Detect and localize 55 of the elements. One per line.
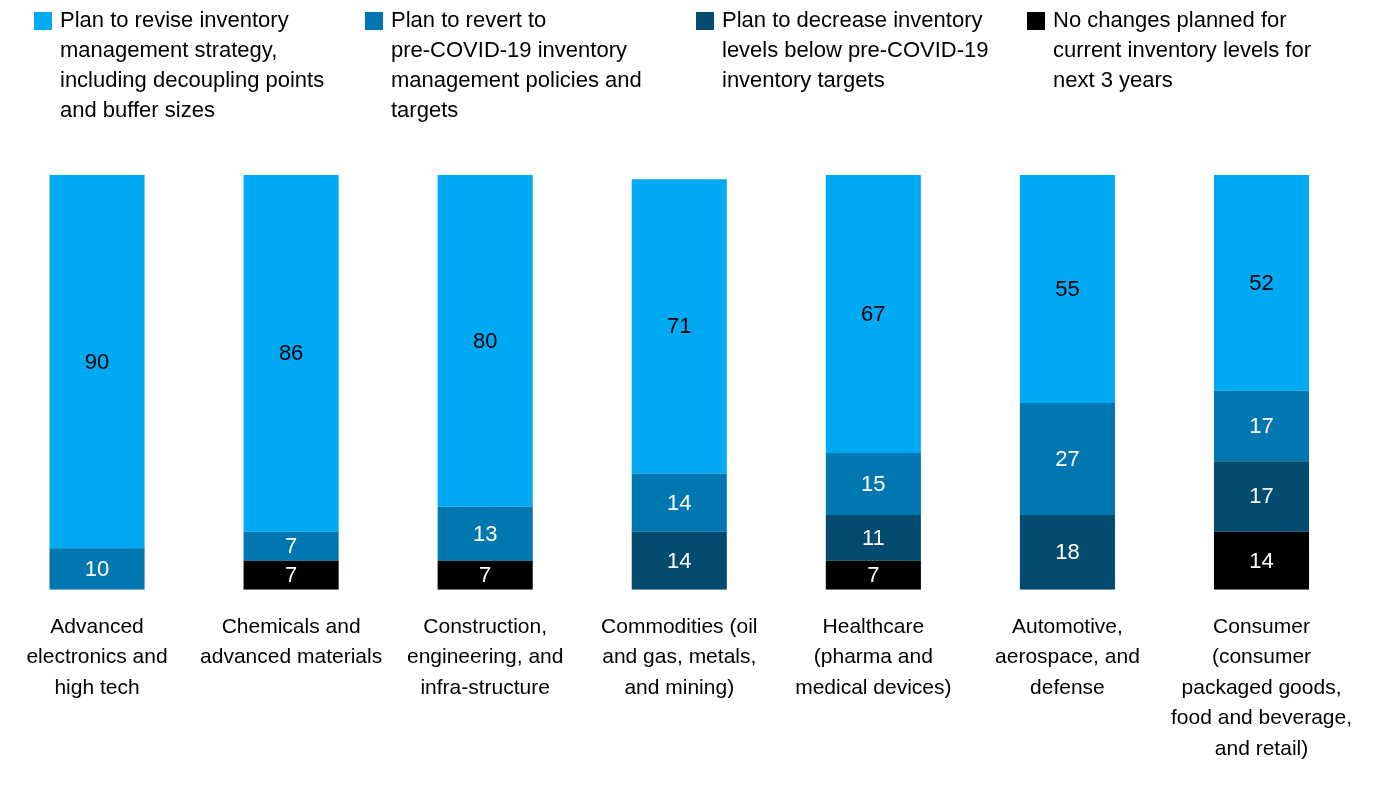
data-label: 67 <box>861 301 886 326</box>
data-label: 10 <box>84 556 110 582</box>
data-label: 7 <box>284 533 298 559</box>
data-label: 18 <box>1055 539 1080 565</box>
bar <box>631 531 727 590</box>
bar <box>243 175 339 532</box>
bar <box>1213 390 1310 462</box>
bar <box>49 175 145 549</box>
data-label: 13 <box>472 520 498 546</box>
bar <box>437 175 533 507</box>
bar <box>825 515 921 561</box>
bar <box>437 560 533 590</box>
bar <box>825 560 921 590</box>
data-label: 7 <box>479 562 492 588</box>
data-label: 80 <box>472 327 498 353</box>
data-label: 55 <box>1055 276 1080 302</box>
bar <box>1213 175 1310 391</box>
bar <box>1019 515 1115 590</box>
data-label: 14 <box>1249 547 1274 573</box>
data-label: 7 <box>284 562 298 588</box>
x-tick-label: Healthcare (pharma and medical devices) <box>795 613 952 698</box>
x-tick-label: Consumer (consumer packaged goods, food and beverage, and retail) <box>1171 613 1352 759</box>
bar <box>825 452 921 516</box>
data-label: 14 <box>667 547 692 573</box>
legend-label: Plan to decrease inventory levels below pre-COVID-19 inventory targets <box>722 7 989 93</box>
bar <box>631 179 727 474</box>
bar <box>243 531 339 561</box>
legend-label: Plan to revise inventory management strategy, including decoupling points and buffer sizes <box>60 7 325 123</box>
data-label: 7 <box>867 562 880 588</box>
bar <box>1213 461 1310 532</box>
bar <box>631 473 727 532</box>
bar <box>49 548 145 590</box>
x-tick-label: Construction, engineering, and infra-structure <box>406 613 564 698</box>
data-label: 90 <box>84 348 110 374</box>
bar <box>1019 175 1115 404</box>
x-tick-label: Automotive, aerospace, and defense <box>995 613 1140 698</box>
bar <box>1213 531 1310 590</box>
x-tick-label: Commodities (oil and gas, metals, and mining) <box>601 613 758 698</box>
data-label: 15 <box>861 471 886 497</box>
data-label: 86 <box>278 340 304 366</box>
data-label: 11 <box>861 524 885 550</box>
data-label: 71 <box>667 313 692 339</box>
bar <box>243 560 339 590</box>
bar <box>825 175 921 453</box>
data-label: 17 <box>1249 412 1274 438</box>
data-label: 17 <box>1249 483 1274 509</box>
bar <box>437 506 533 561</box>
data-label: 52 <box>1249 269 1274 295</box>
data-label: 27 <box>1055 446 1080 472</box>
data-label: 14 <box>667 489 692 515</box>
bar <box>1019 403 1115 516</box>
x-tick-label: Chemicals and advanced materials <box>200 613 383 668</box>
legend-label: No changes planned for current inventory levels for next 3 years <box>1053 7 1311 93</box>
legend-label: Plan to revert to pre-COVID-19 inventory management policies and targets <box>391 7 642 123</box>
x-tick-label: Advanced electronics and high tech <box>26 613 168 698</box>
